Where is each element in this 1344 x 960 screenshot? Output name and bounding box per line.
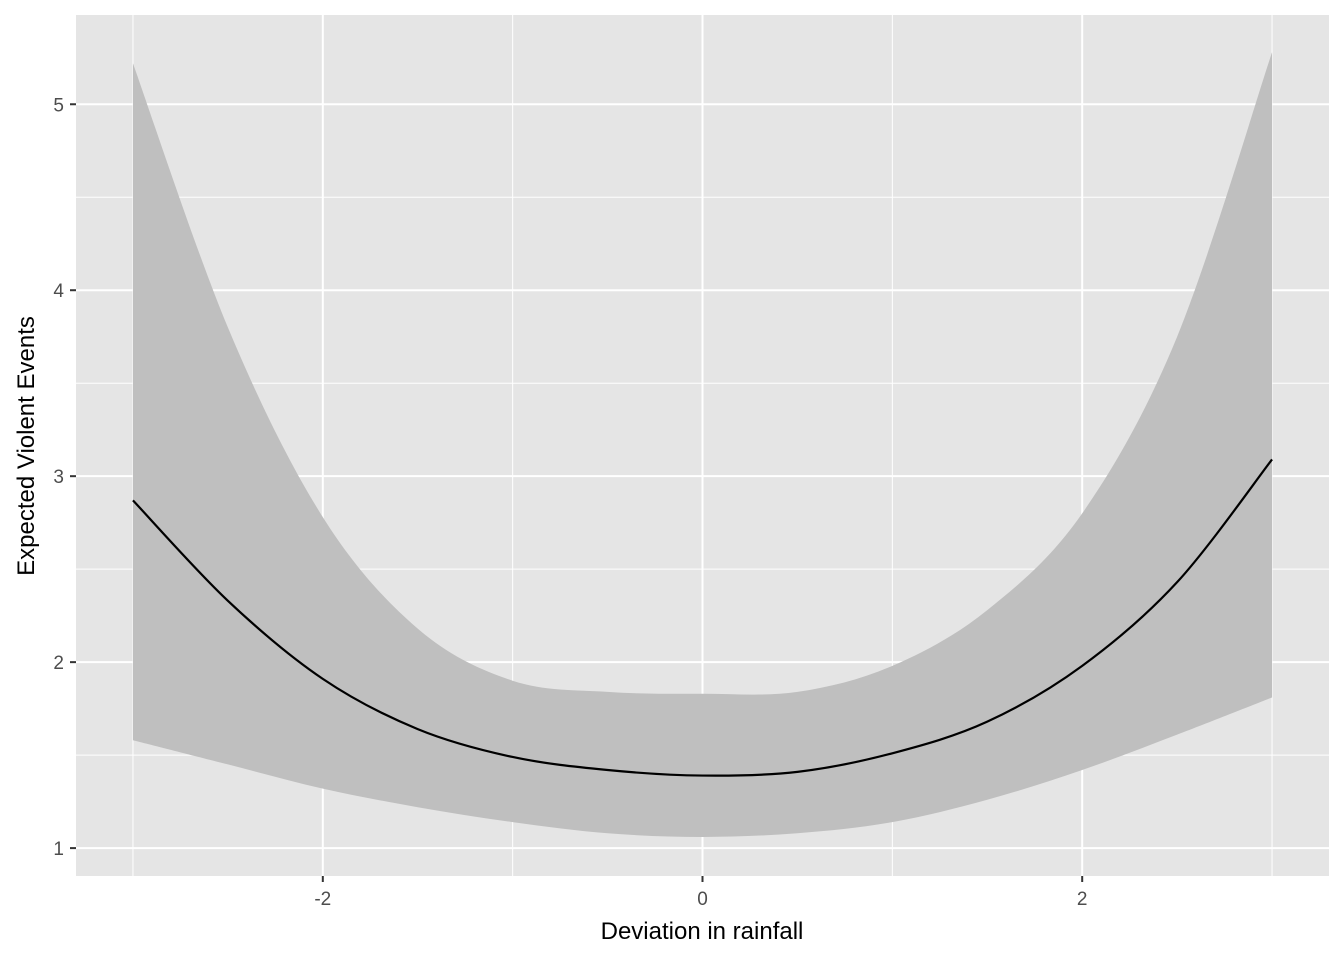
- x-axis: -2 0 2: [314, 876, 1087, 910]
- confidence-ribbon: [132, 52, 1273, 837]
- y-tick-label: 4: [53, 281, 64, 302]
- y-axis-title: Expected Violent Events: [13, 316, 40, 576]
- y-tick-label: 2: [53, 653, 64, 674]
- y-tick-label: 5: [53, 95, 64, 116]
- x-axis-title: Deviation in rainfall: [601, 918, 804, 945]
- x-tick-label: 0: [697, 889, 708, 910]
- x-tick-label: -2: [314, 889, 331, 910]
- y-axis: 1 2 3 4 5: [53, 95, 76, 860]
- x-tick-label: 2: [1077, 889, 1088, 910]
- y-tick-label: 1: [53, 839, 64, 860]
- expected-events-line: [132, 458, 1273, 777]
- y-tick-label: 3: [53, 467, 64, 488]
